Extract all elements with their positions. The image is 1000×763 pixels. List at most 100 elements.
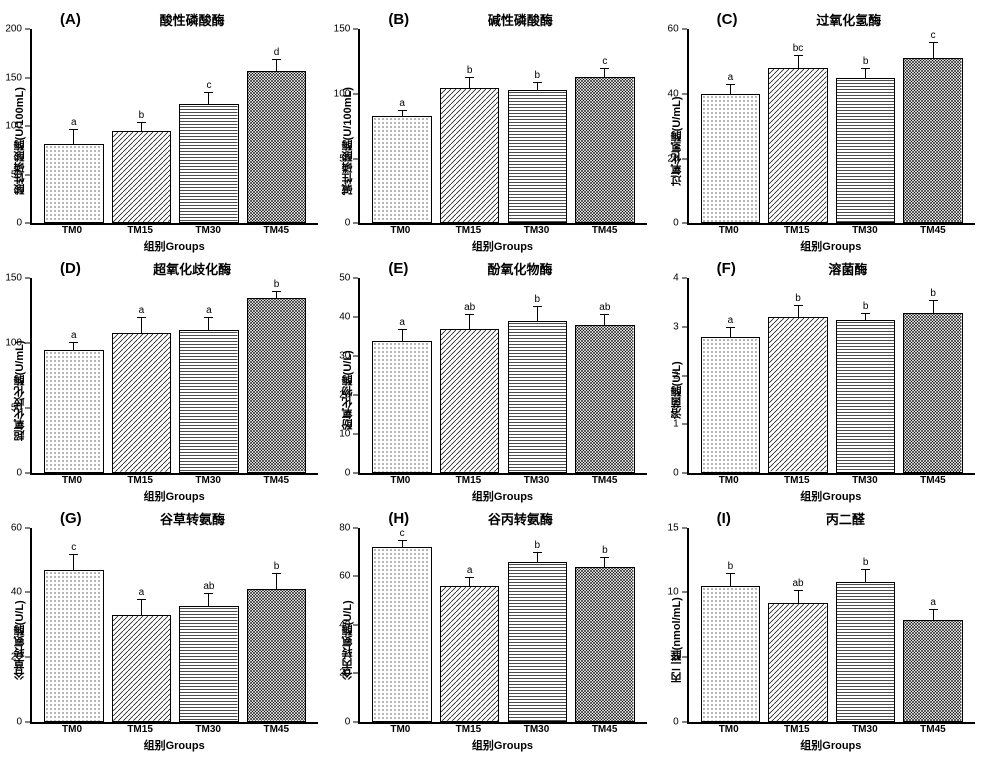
panel-letter: (A) xyxy=(60,11,81,28)
y-tick: 200 xyxy=(5,24,30,35)
bar: c xyxy=(575,29,634,223)
significance-label: b xyxy=(274,561,280,572)
significance-label: b xyxy=(602,545,608,556)
bar: b xyxy=(836,279,895,473)
chart-area: 0204060abcbc xyxy=(687,29,975,225)
x-tick-labels: TM0TM15TM30TM45 xyxy=(358,475,646,486)
panel: (G)谷草转氨酶谷草转氨酶(U/L)0204060caabbTM0TM15TM3… xyxy=(10,509,333,753)
significance-label: bc xyxy=(793,43,804,54)
panel: (H)谷丙转氨酶谷丙转氨酶(U/L)020406080cabbTM0TM15TM… xyxy=(338,509,661,753)
panel: (B)碱性磷酸酶碱性磷酸酶(U/100mL)050100150abbcTM0TM… xyxy=(338,10,661,254)
x-tick-labels: TM0TM15TM30TM45 xyxy=(687,724,975,735)
y-tick: 80 xyxy=(339,522,358,533)
bar: b xyxy=(903,279,962,473)
bar: a xyxy=(372,279,431,473)
significance-label: a xyxy=(728,315,734,326)
significance-label: b xyxy=(728,561,734,572)
bar: a xyxy=(44,279,103,473)
significance-label: a xyxy=(399,317,405,328)
y-tick: 15 xyxy=(668,522,687,533)
panel: (E)酚氧化物酶酚氧化物酶(U/L)01020304050aabbabTM0TM… xyxy=(338,259,661,503)
y-tick: 1 xyxy=(673,419,687,430)
significance-label: a xyxy=(728,72,734,83)
significance-label: c xyxy=(206,80,211,91)
chart-area: 050100150abbc xyxy=(358,29,646,225)
y-tick: 50 xyxy=(339,273,358,284)
panel: (I)丙二醛丙二醛(nmol/mL)051015babbaTM0TM15TM30… xyxy=(667,509,990,753)
bar: a xyxy=(903,528,962,722)
y-tick: 20 xyxy=(11,652,30,663)
significance-label: a xyxy=(139,305,145,316)
y-tick: 0 xyxy=(16,716,30,727)
significance-label: b xyxy=(467,65,473,76)
y-tick: 20 xyxy=(339,389,358,400)
y-tick: 40 xyxy=(339,312,358,323)
significance-label: b xyxy=(534,540,540,551)
bar: a xyxy=(112,528,171,722)
y-tick: 40 xyxy=(11,587,30,598)
bar: bc xyxy=(768,29,827,223)
significance-label: ab xyxy=(203,581,214,592)
significance-label: a xyxy=(139,587,145,598)
y-tick: 60 xyxy=(339,571,358,582)
panel-title: 酚氧化物酶 xyxy=(418,259,661,278)
y-tick: 50 xyxy=(11,402,30,413)
bar: b xyxy=(247,528,306,722)
bar: a xyxy=(179,279,238,473)
x-tick-labels: TM0TM15TM30TM45 xyxy=(687,225,975,236)
y-tick: 10 xyxy=(339,428,358,439)
bar: b xyxy=(508,528,567,722)
bar: b xyxy=(112,29,171,223)
chart-area: 0204060caabb xyxy=(30,528,318,724)
significance-label: ab xyxy=(464,302,475,313)
panel-letter: (G) xyxy=(60,510,82,527)
y-tick: 100 xyxy=(5,338,30,349)
bar: a xyxy=(701,279,760,473)
chart-area: 01234abbb xyxy=(687,278,975,474)
panel-letter: (E) xyxy=(388,260,408,277)
panel-letter: (B) xyxy=(388,11,409,28)
bar: b xyxy=(440,29,499,223)
y-tick: 10 xyxy=(668,587,687,598)
chart-area: 050100150aaab xyxy=(30,278,318,474)
panel-title: 谷丙转氨酶 xyxy=(419,509,662,528)
y-tick: 0 xyxy=(673,218,687,229)
bar: a xyxy=(112,279,171,473)
x-axis-label: 组别Groups xyxy=(687,737,975,753)
chart-area: 051015babba xyxy=(687,528,975,724)
chart-grid: (A)酸性磷酸酶酸性磷酸酶(U/100mL)050100150200abcdTM… xyxy=(0,0,1000,763)
bar: b xyxy=(836,528,895,722)
y-tick: 0 xyxy=(345,467,359,478)
y-tick: 3 xyxy=(673,321,687,332)
bar: ab xyxy=(179,528,238,722)
x-axis-label: 组别Groups xyxy=(687,488,975,504)
bar: ab xyxy=(575,279,634,473)
x-axis-label: 组别Groups xyxy=(358,488,646,504)
y-tick: 150 xyxy=(5,72,30,83)
bar: a xyxy=(44,29,103,223)
bar: d xyxy=(247,29,306,223)
y-tick: 50 xyxy=(339,153,358,164)
bar: b xyxy=(508,29,567,223)
x-axis-label: 组别Groups xyxy=(30,488,318,504)
y-tick: 2 xyxy=(673,370,687,381)
panel-letter: (H) xyxy=(388,510,409,527)
bar: b xyxy=(701,528,760,722)
y-tick: 0 xyxy=(16,467,30,478)
bar: b xyxy=(247,279,306,473)
y-tick: 0 xyxy=(345,716,359,727)
x-tick-labels: TM0TM15TM30TM45 xyxy=(30,724,318,735)
panel: (F)溶菌酶溶菌酶(U/L)01234abbbTM0TM15TM30TM45组别… xyxy=(667,259,990,503)
chart-area: 020406080cabb xyxy=(358,528,646,724)
panel-title: 过氧化氢酶 xyxy=(747,10,990,29)
y-tick: 60 xyxy=(11,522,30,533)
bar: c xyxy=(372,528,431,722)
significance-label: b xyxy=(863,301,869,312)
y-tick: 5 xyxy=(673,652,687,663)
bar: b xyxy=(575,528,634,722)
y-tick: 50 xyxy=(11,169,30,180)
y-tick: 100 xyxy=(334,88,359,99)
x-tick-labels: TM0TM15TM30TM45 xyxy=(30,225,318,236)
y-tick: 0 xyxy=(345,218,359,229)
bar: b xyxy=(508,279,567,473)
